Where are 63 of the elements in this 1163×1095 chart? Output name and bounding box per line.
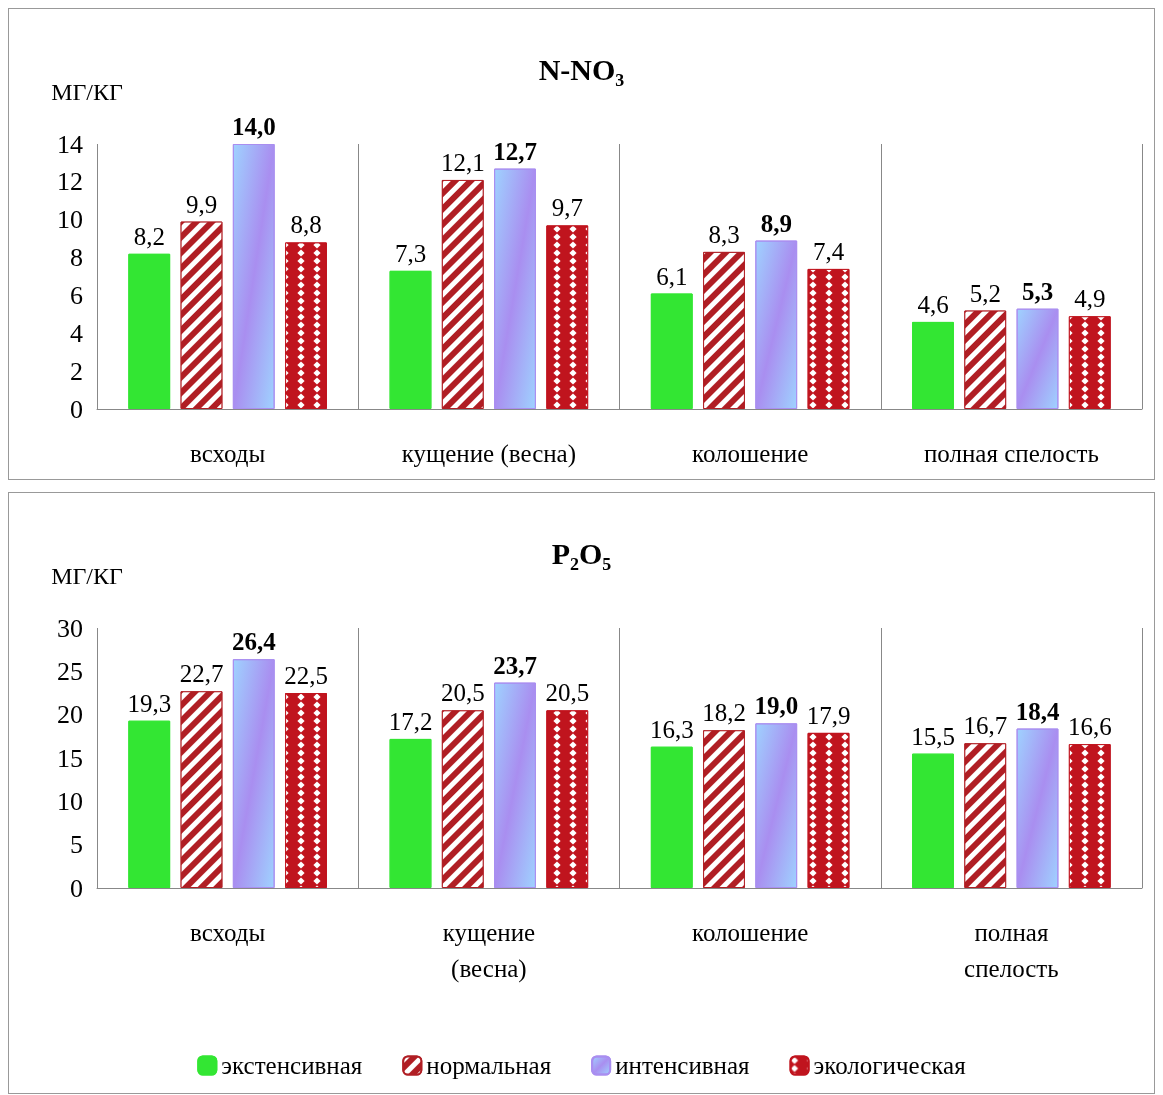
chart-title: P₂O₅ [551,536,612,570]
y-tick-label: 10 [57,205,83,235]
y-tick-label: 8 [70,243,83,273]
data-label: 14,0 [231,113,276,140]
data-label: 15,5 [911,722,955,750]
data-label: 8,8 [290,211,322,239]
data-label: 17,9 [806,701,851,729]
data-label: 20,5 [440,679,485,707]
y-axis-title: МГ/КГ [51,563,124,589]
legend-label: экстенсивная [221,1052,363,1079]
data-label: 4,6 [917,290,949,318]
y-tick-label: 12 [57,167,83,197]
y-tick-label: 4 [70,318,83,348]
data-label: 9,9 [185,190,218,218]
y-axis-title: МГ/КГ [51,79,124,105]
data-label: 18,4 [1015,697,1060,725]
y-tick-label: 2 [70,356,83,386]
data-label: 22,7 [179,660,224,688]
data-label: 19,0 [754,692,799,720]
data-label: 17,2 [388,707,433,735]
x-tick-label: колошение [692,439,809,467]
legend-label: нормальная [426,1052,552,1079]
data-label: 16,3 [649,715,694,743]
data-label: 16,6 [1067,713,1112,741]
y-tick-label: 10 [57,786,83,816]
chart-title: N-NO₃ [538,52,625,86]
y-tick-label: 20 [57,700,83,730]
data-label: 18,2 [702,699,746,727]
data-label: 22,5 [284,662,328,689]
y-tick-label: 25 [57,656,83,686]
legend-label: экологическая [813,1052,967,1079]
y-tick-label: 5 [70,830,83,860]
data-label: 8,3 [708,220,740,248]
x-tick-label: полная спелость [964,918,1059,982]
data-label: 26,4 [231,628,277,656]
y-tick-label: 0 [70,873,83,903]
data-label: 9,7 [551,194,583,222]
data-label: 8,9 [760,209,792,237]
legend-label: интенсивная [615,1052,751,1079]
x-tick-label: всходы [189,439,266,467]
x-tick-label: всходы [189,918,266,946]
data-label: 7,4 [812,237,845,265]
y-tick-label: 14 [57,129,83,159]
data-label: 5,2 [969,279,1001,307]
y-tick-label: 6 [70,280,83,310]
x-tick-label: колошение [692,918,809,946]
y-tick-label: 30 [57,613,83,643]
data-label: 20,5 [545,679,590,707]
data-label: 4,9 [1074,285,1106,313]
y-tick-label: 15 [57,743,83,773]
data-label: 6,1 [656,262,688,290]
x-tick-label: кущение (весна) [442,918,536,983]
data-label: 7,3 [394,239,427,267]
data-label: 19,3 [127,689,172,717]
y-tick-label: 0 [70,394,83,424]
x-tick-label: кущение (весна) [401,439,577,468]
data-label: 16,7 [963,712,1008,740]
data-label: 12,1 [440,148,485,176]
data-label: 12,7 [493,137,537,165]
x-tick-label: полная спелость [923,439,1099,467]
data-label: 5,3 [1021,277,1054,305]
data-label: 23,7 [493,651,537,679]
data-label: 8,2 [133,222,165,250]
